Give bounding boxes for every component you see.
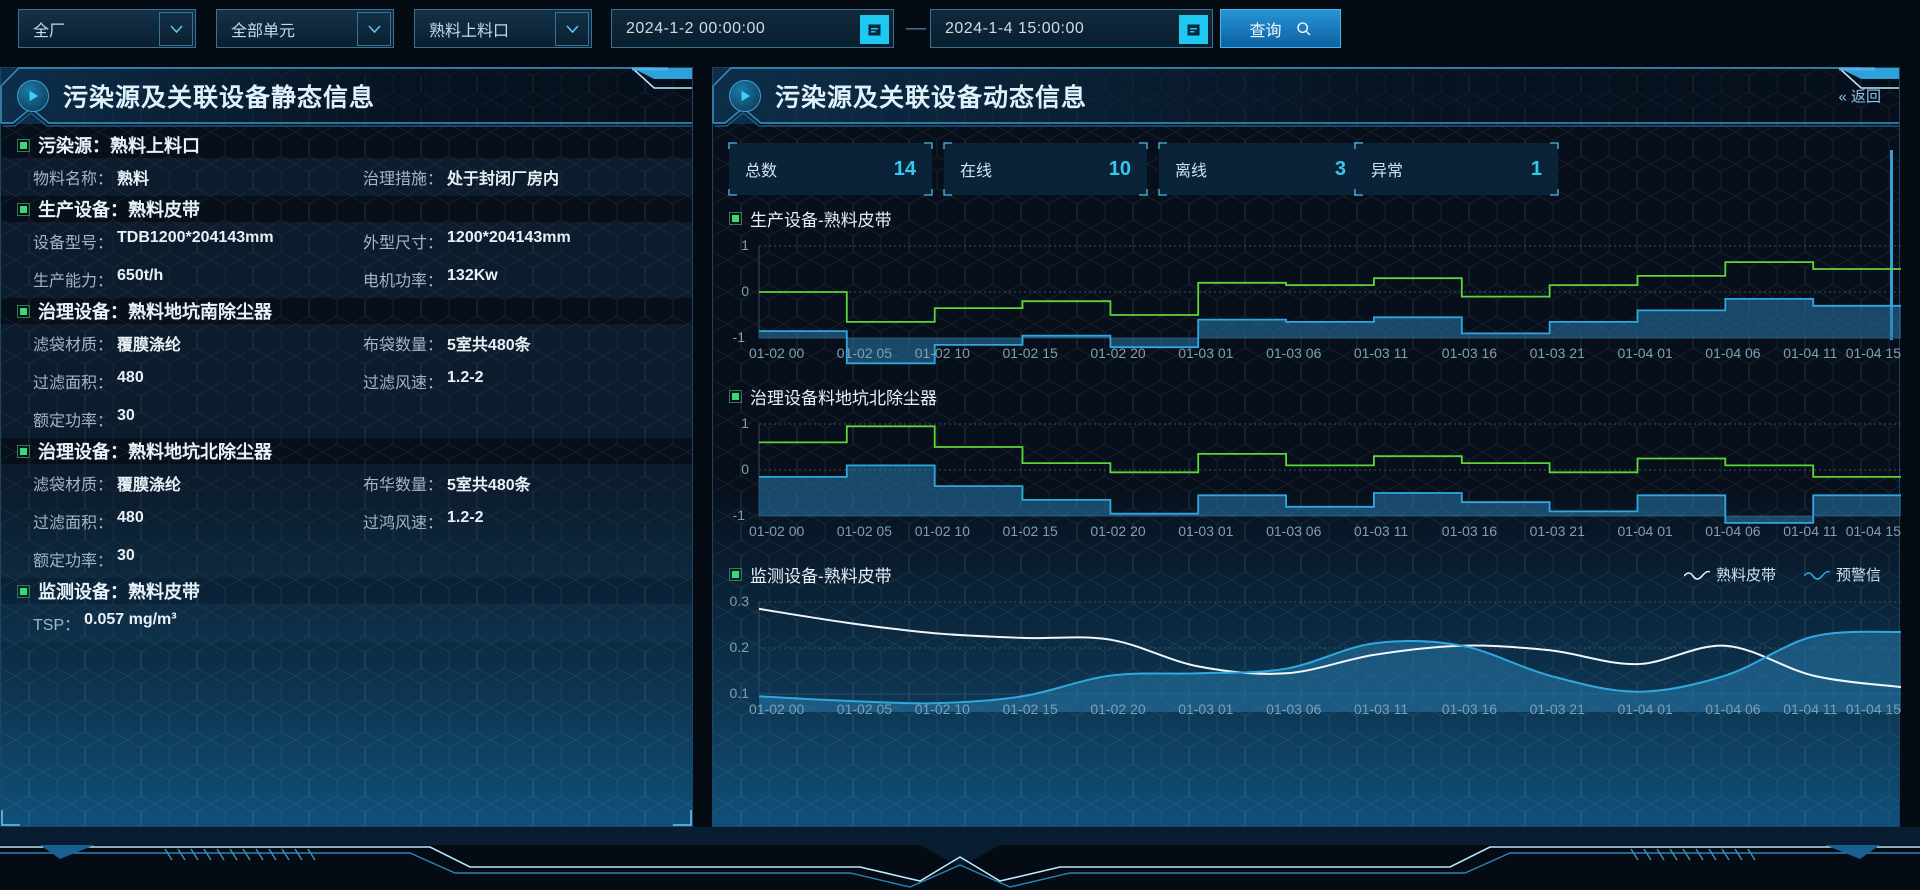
svg-text:01-04 11: 01-04 11 (1783, 701, 1837, 717)
svg-text:0: 0 (741, 461, 749, 477)
svg-text:01-02 10: 01-02 10 (915, 523, 970, 539)
svg-text:01-04 06: 01-04 06 (1705, 701, 1760, 717)
svg-text:01-03 11: 01-03 11 (1354, 345, 1408, 361)
svg-text:01-02 20: 01-02 20 (1090, 523, 1145, 539)
svg-text:01-02 05: 01-02 05 (837, 701, 892, 717)
svg-text:01-04 06: 01-04 06 (1705, 523, 1760, 539)
svg-text:01-03 06: 01-03 06 (1266, 523, 1321, 539)
svg-text:01-02 00: 01-02 00 (749, 523, 804, 539)
svg-text:0: 0 (741, 283, 749, 299)
svg-text:01-03 21: 01-03 21 (1530, 701, 1585, 717)
svg-text:1: 1 (741, 237, 749, 253)
svg-text:01-03 16: 01-03 16 (1442, 701, 1497, 717)
svg-text:01-03 01: 01-03 01 (1178, 523, 1233, 539)
svg-text:01-02 15: 01-02 15 (1003, 701, 1058, 717)
svg-text:01-03 01: 01-03 01 (1178, 345, 1233, 361)
svg-text:01-03 11: 01-03 11 (1354, 523, 1408, 539)
svg-text:01-02 20: 01-02 20 (1090, 701, 1145, 717)
svg-text:01-03 16: 01-03 16 (1442, 345, 1497, 361)
svg-text:01-03 06: 01-03 06 (1266, 701, 1321, 717)
svg-text:1: 1 (741, 415, 749, 431)
svg-text:01-03 16: 01-03 16 (1442, 523, 1497, 539)
svg-text:-1: -1 (733, 507, 746, 523)
svg-text:01-02 10: 01-02 10 (915, 345, 970, 361)
svg-text:0.2: 0.2 (730, 639, 750, 655)
svg-text:01-03 21: 01-03 21 (1530, 523, 1585, 539)
svg-text:01-04 01: 01-04 01 (1618, 523, 1673, 539)
svg-text:01-03 06: 01-03 06 (1266, 345, 1321, 361)
svg-text:01-04 01: 01-04 01 (1618, 345, 1673, 361)
svg-text:01-02 15: 01-02 15 (1003, 523, 1058, 539)
svg-text:01-04 15: 01-04 15 (1846, 701, 1901, 717)
svg-text:01-03 01: 01-03 01 (1178, 701, 1233, 717)
svg-text:0.3: 0.3 (730, 593, 750, 609)
svg-text:01-02 00: 01-02 00 (749, 345, 804, 361)
svg-text:01-02 20: 01-02 20 (1090, 345, 1145, 361)
svg-text:01-04 11: 01-04 11 (1783, 523, 1837, 539)
svg-text:01-04 15: 01-04 15 (1846, 345, 1901, 361)
svg-text:01-02 05: 01-02 05 (837, 345, 892, 361)
svg-text:01-04 11: 01-04 11 (1783, 345, 1837, 361)
svg-text:01-02 00: 01-02 00 (749, 701, 804, 717)
svg-text:01-03 11: 01-03 11 (1354, 701, 1408, 717)
svg-text:01-04 06: 01-04 06 (1705, 345, 1760, 361)
svg-text:01-04 01: 01-04 01 (1618, 701, 1673, 717)
svg-text:01-02 05: 01-02 05 (837, 523, 892, 539)
svg-text:01-04 15: 01-04 15 (1846, 523, 1901, 539)
svg-text:-1: -1 (733, 329, 746, 345)
svg-text:01-03 21: 01-03 21 (1530, 345, 1585, 361)
svg-text:01-02 15: 01-02 15 (1003, 345, 1058, 361)
svg-text:0.1: 0.1 (730, 685, 750, 701)
svg-text:01-02 10: 01-02 10 (915, 701, 970, 717)
